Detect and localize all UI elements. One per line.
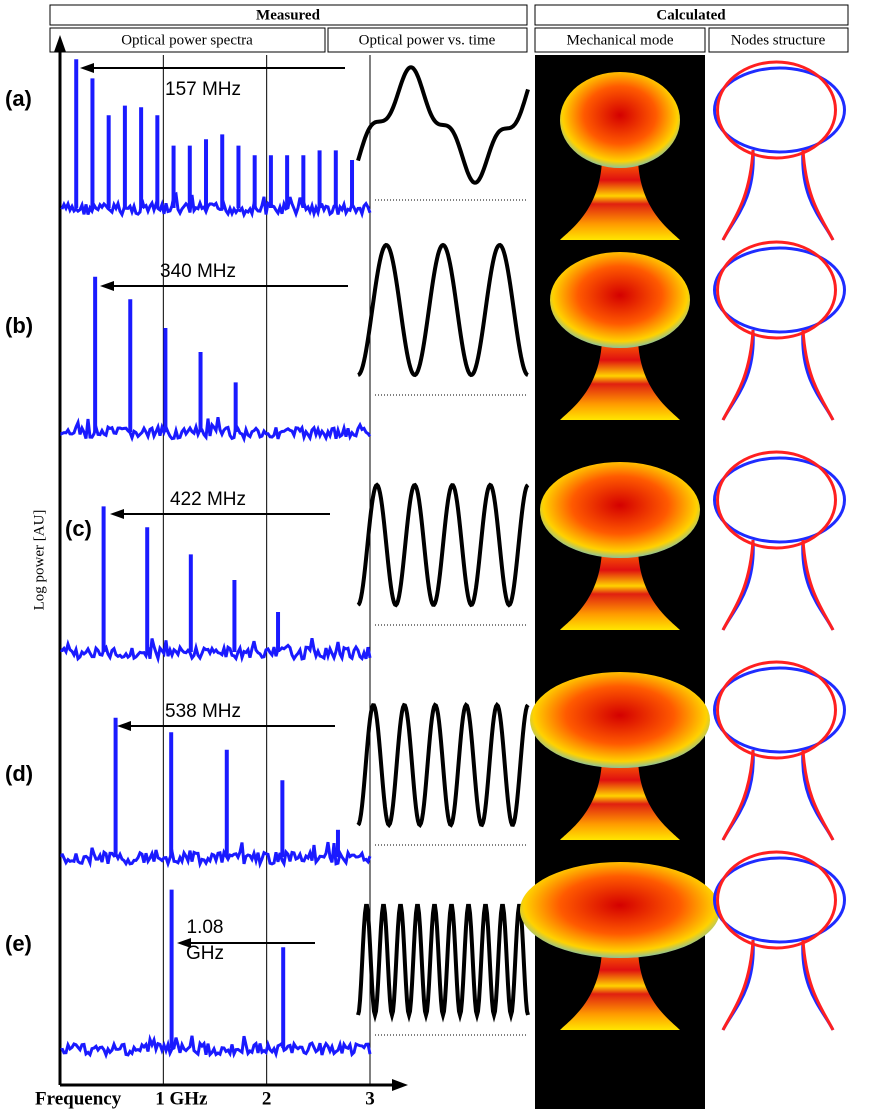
- mode-shape: [550, 252, 690, 420]
- mode-stem: [560, 160, 680, 240]
- panel-label: (b): [5, 313, 33, 338]
- column-box: [327, 27, 528, 53]
- noise-floor: [60, 416, 372, 444]
- panel-label: (c): [65, 516, 92, 541]
- node-shape: [713, 660, 846, 841]
- annotation: 1.08 GHz: [186, 917, 224, 964]
- column-box: [708, 27, 849, 53]
- node-shape: [713, 450, 846, 631]
- annotation: 422 MHz: [170, 489, 246, 510]
- column-title: Optical power vs. time: [359, 32, 496, 48]
- node-head: [716, 850, 837, 950]
- annotation: 538 MHz: [165, 701, 241, 722]
- arrow-head: [110, 509, 124, 519]
- panel-label: (a): [5, 86, 32, 111]
- mode-shape: [540, 462, 700, 630]
- time-trace: [357, 242, 529, 378]
- mode-head: [560, 72, 680, 168]
- mode-stem: [560, 950, 680, 1030]
- column-title: Mechanical mode: [566, 32, 673, 48]
- mode-head: [520, 862, 720, 958]
- node-shape: [713, 850, 846, 1031]
- noise-floor: [60, 638, 372, 665]
- panel-label: (e): [5, 931, 32, 956]
- node-head: [713, 246, 846, 334]
- node-shape: [713, 60, 846, 241]
- mode-head: [530, 672, 710, 768]
- column-box: [534, 27, 706, 53]
- header-calculated: Calculated: [656, 7, 726, 23]
- node-head: [713, 856, 846, 944]
- noise-floor: [60, 1033, 372, 1060]
- x-tick-label: 3: [365, 1088, 375, 1109]
- axis-arrow: [392, 1079, 408, 1091]
- time-trace: [356, 903, 530, 1023]
- time-trace: [356, 65, 530, 185]
- node-stem: [721, 329, 835, 421]
- arrow-head: [117, 721, 131, 731]
- mode-head: [550, 252, 690, 348]
- node-stem: [721, 749, 835, 841]
- node-head: [716, 450, 837, 550]
- mode-stem: [560, 340, 680, 420]
- node-head: [716, 60, 837, 160]
- x-tick-label: 2: [262, 1088, 272, 1109]
- node-stem: [721, 539, 835, 631]
- mode-stem: [560, 760, 680, 840]
- header-measured: Measured: [256, 7, 321, 23]
- node-stem: [721, 749, 835, 841]
- node-stem: [721, 939, 835, 1031]
- node-stem: [721, 329, 835, 421]
- node-head: [713, 456, 846, 544]
- node-head: [713, 66, 846, 154]
- node-head: [713, 666, 846, 754]
- mode-shape: [520, 862, 720, 1030]
- arrow-head: [80, 63, 94, 73]
- node-stem: [721, 939, 835, 1031]
- noise-floor: [60, 191, 372, 219]
- time-trace: [356, 701, 530, 829]
- arrow-head: [177, 938, 191, 948]
- node-head: [716, 240, 837, 340]
- annotation: 340 MHz: [160, 261, 236, 282]
- column-title: Nodes structure: [731, 32, 826, 48]
- header-box: [49, 4, 528, 26]
- node-shape: [713, 240, 846, 421]
- mode-shape: [530, 672, 710, 840]
- column-title: Optical power spectra: [121, 32, 253, 48]
- node-stem: [721, 149, 835, 241]
- axis-arrow: [54, 35, 66, 52]
- y-axis-label: Log power [AU]: [31, 510, 47, 611]
- mode-shape: [560, 72, 680, 240]
- mode-stem: [560, 550, 680, 630]
- x-tick-label: 1 GHz: [155, 1088, 208, 1109]
- arrow-head: [100, 281, 114, 291]
- node-stem: [721, 149, 835, 241]
- x-axis-label: Frequency: [35, 1088, 122, 1109]
- time-trace: [356, 482, 530, 608]
- panel-label: (d): [5, 761, 33, 786]
- header-box: [534, 4, 849, 26]
- mode-head: [540, 462, 700, 558]
- annotation: 157 MHz: [165, 79, 241, 100]
- column-box: [49, 27, 326, 53]
- node-stem: [721, 539, 835, 631]
- noise-floor: [60, 841, 372, 869]
- node-head: [716, 660, 837, 760]
